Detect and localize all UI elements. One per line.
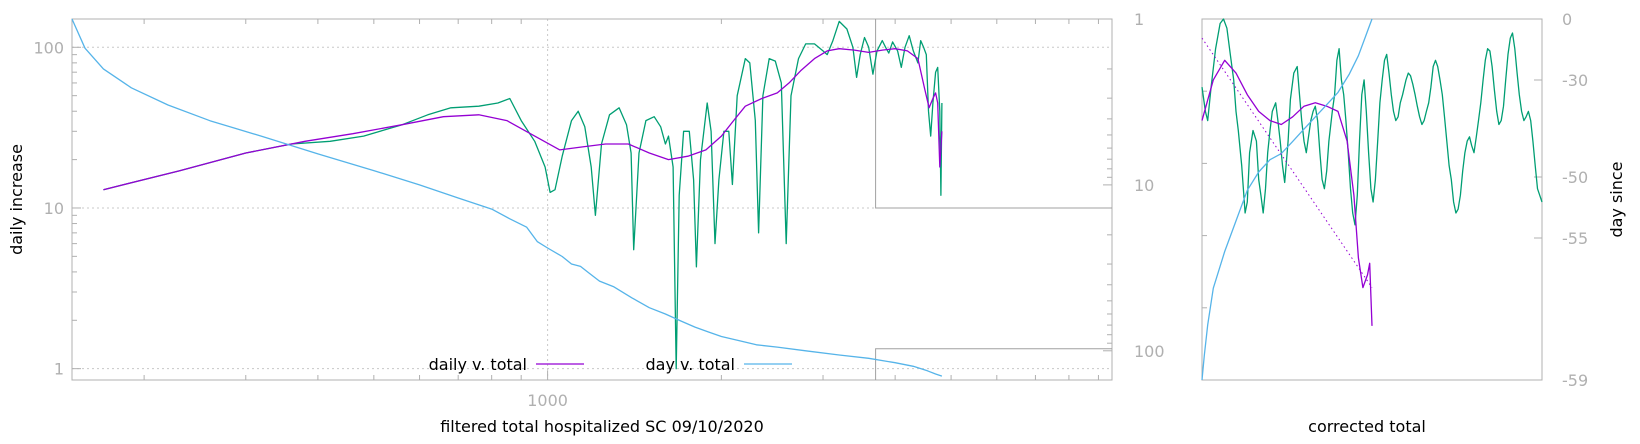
- x-tick-label: 1000: [527, 391, 568, 410]
- side-y2-tick-label: 0: [1562, 10, 1572, 29]
- side-y2-tick-label: -30: [1562, 71, 1588, 90]
- main-chart: 1 10 100 1000 1 10 100 filtered total hospitali…: [7, 10, 1165, 436]
- side-y2-tick-label: -59: [1562, 371, 1588, 390]
- legend-label: daily v. total: [429, 355, 527, 374]
- y-axis-label: daily increase: [7, 144, 26, 255]
- plot-frame: [71, 18, 1113, 381]
- side-series-line-trend: [1201, 37, 1373, 288]
- side-series-line-day: [1201, 18, 1373, 381]
- side-y2-tick-label: -55: [1562, 229, 1588, 248]
- side-series-line-raw: [1201, 18, 1543, 226]
- series-line-day: [71, 18, 943, 377]
- side-y2-tick-label: -50: [1562, 168, 1588, 187]
- side-y2-axis-label: day since: [1607, 161, 1626, 237]
- y-tick-label: 1: [54, 360, 64, 379]
- legend-label: day v. total: [646, 355, 736, 374]
- y2-tick-label: 10: [1134, 176, 1154, 195]
- side-series-line-smooth: [1201, 59, 1373, 326]
- y2-tick-label: 1: [1134, 10, 1144, 29]
- series-line-smooth: [103, 48, 943, 191]
- y-tick-label: 100: [33, 38, 64, 57]
- series-line-raw: [103, 20, 943, 370]
- x-axis-label: filtered total hospitalized SC 09/10/202…: [440, 417, 764, 436]
- y2-tick-label: 100: [1134, 342, 1165, 361]
- inset-marker: [875, 19, 1112, 209]
- y-tick-label: 10: [44, 199, 64, 218]
- side-chart: 0 -30 -50 -55 -59 corrected total day since: [1201, 10, 1626, 436]
- side-x-axis-label: corrected total: [1308, 417, 1426, 436]
- inset-marker-lower: [875, 348, 1112, 380]
